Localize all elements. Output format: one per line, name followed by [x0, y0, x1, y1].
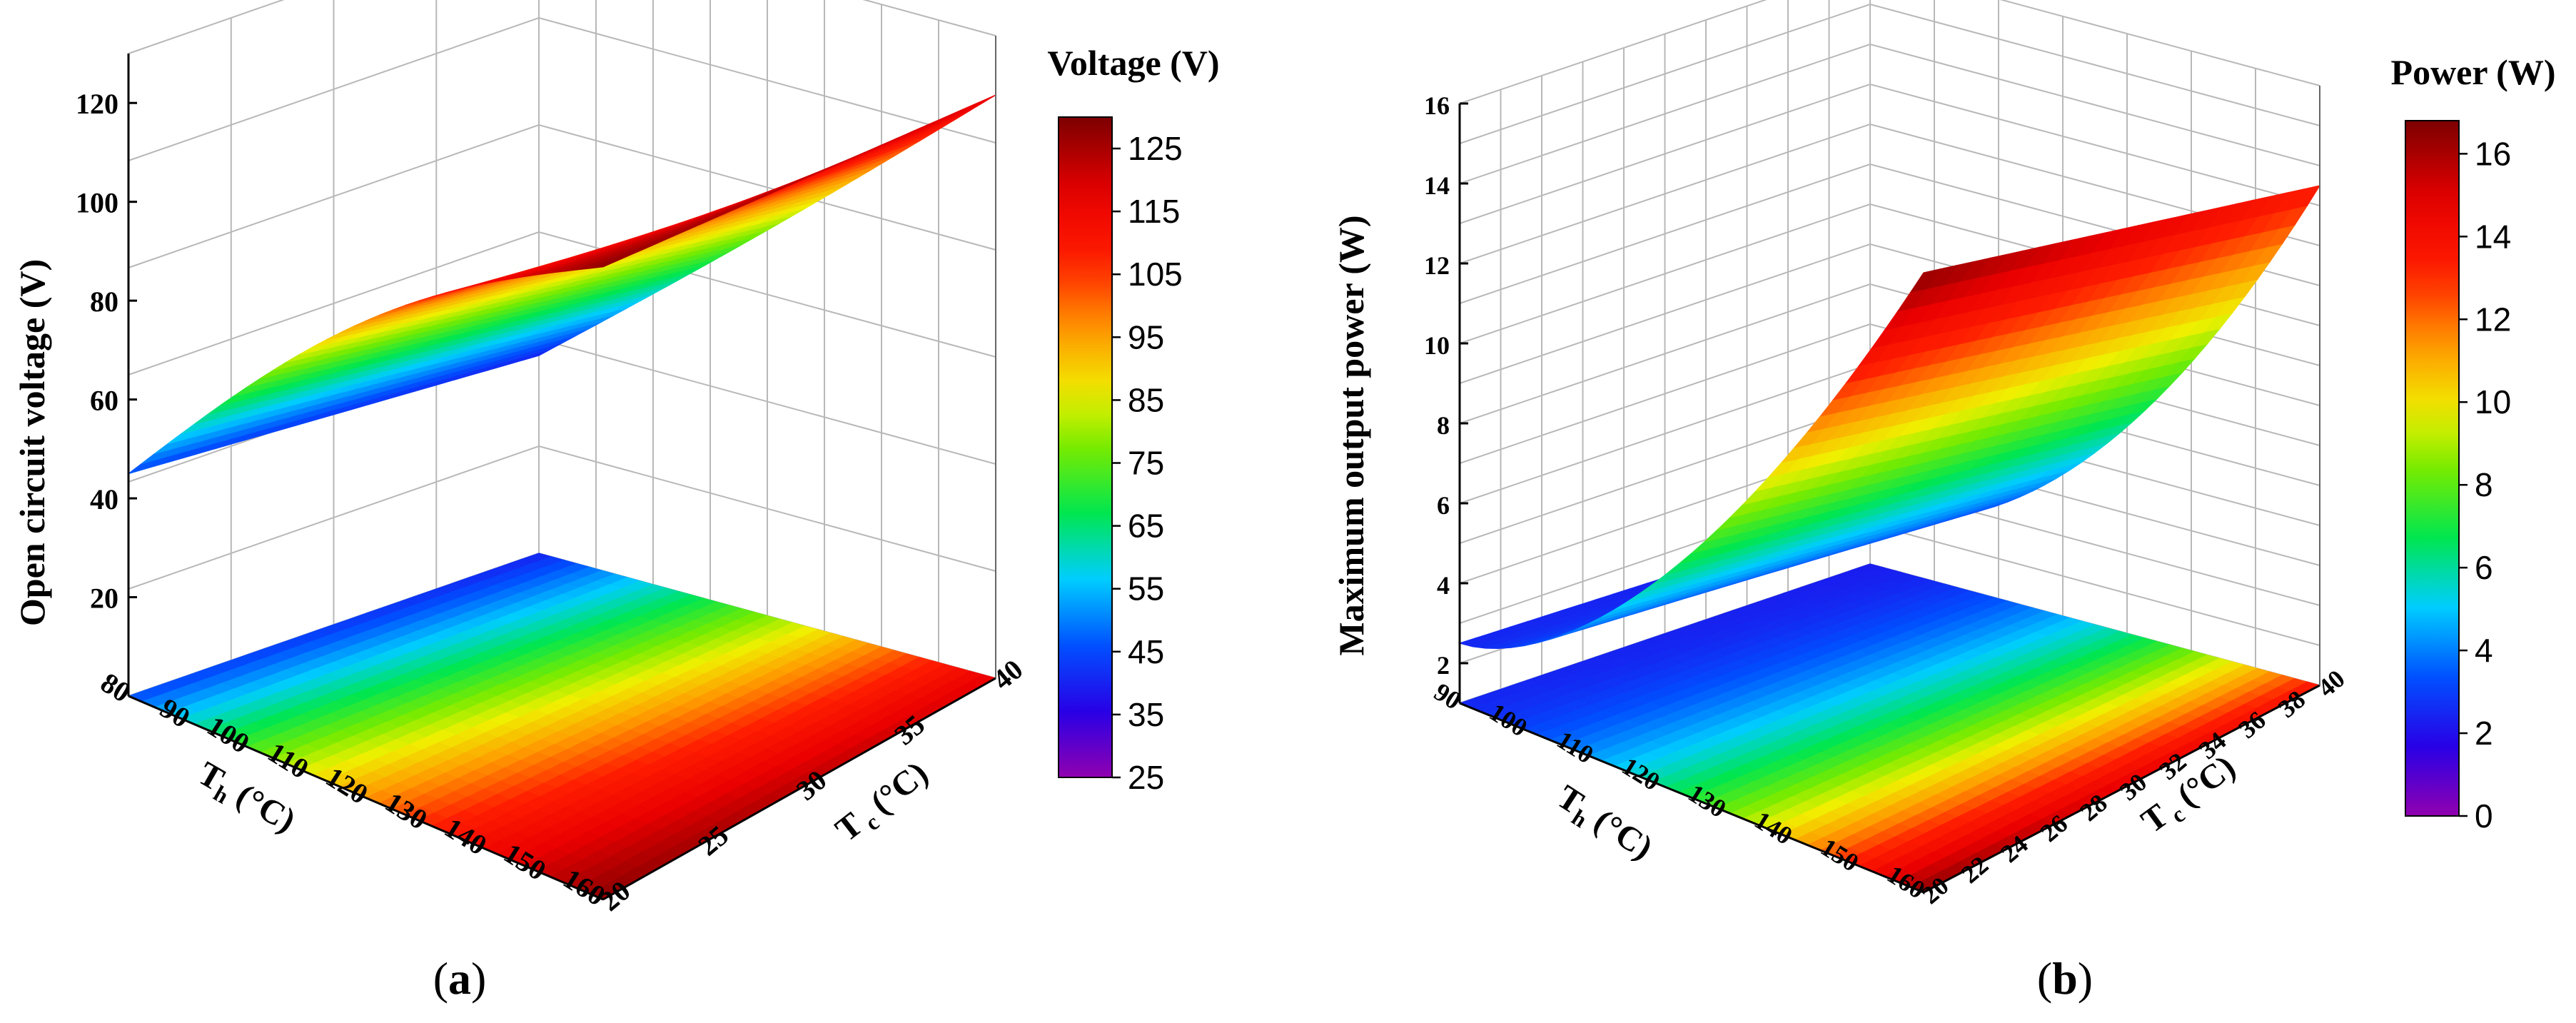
panel-b-power: 2468101214169010011012013014015016020222…: [1331, 0, 2555, 1004]
z-tick-label: 40: [90, 483, 118, 515]
colorbar-tick-label: 8: [2475, 466, 2493, 503]
colorbar-tick-label: 65: [1128, 508, 1164, 545]
panel-a-caption: (a): [433, 953, 487, 1004]
colorbar-tick-label: 75: [1128, 445, 1164, 482]
z-tick-label: 10: [1424, 331, 1450, 360]
colorbar-b: [2405, 120, 2460, 817]
z-tick-label: 6: [1437, 491, 1450, 520]
gridline: [1459, 43, 2320, 184]
y-tick-label: 40: [2312, 664, 2350, 702]
y-axis-line: [1923, 684, 2320, 894]
colorbar-tick-label: 12: [2475, 301, 2511, 338]
panel-b-caption: (b): [2037, 953, 2093, 1004]
colorbar-tick-label: 125: [1128, 130, 1183, 167]
panel-a-y-axis-symbol: T: [829, 805, 870, 849]
z-tick-label: 14: [1424, 171, 1450, 200]
colorbar-a-ticks: 125 115 105 95 85 75 65 55 45 35 25: [1112, 130, 1183, 796]
panel-a-caption-letter: a: [448, 953, 471, 1004]
panel-a-z-axis-label: Open circuit voltage (V): [12, 259, 52, 626]
colorbar-tick-label: 95: [1128, 318, 1164, 356]
z-tick-label: 120: [76, 88, 118, 120]
surface-cell: [1909, 268, 1941, 293]
colorbar-tick-label: 45: [1128, 633, 1164, 670]
panel-a-axes: [127, 36, 996, 901]
z-tick-label: 20: [90, 583, 118, 615]
gridline: [128, 231, 996, 376]
y-tick-label: 40: [986, 653, 1029, 696]
gridline: [128, 445, 996, 590]
surface-cell: [590, 259, 620, 269]
colorbar-tick-label: 14: [2475, 218, 2511, 255]
colorbar-tick-label: 16: [2475, 135, 2511, 172]
x-tick-label: 80: [95, 666, 136, 708]
panel-a-x-axis-unit: (°C): [230, 777, 302, 840]
colorbar-tick-label: 35: [1128, 696, 1164, 733]
colorbar-tick-label: 85: [1128, 381, 1164, 418]
colorbar-tick-label: 55: [1128, 570, 1164, 608]
z-tick-label: 16: [1424, 91, 1450, 120]
colorbar-tick-label: 6: [2475, 549, 2493, 586]
panel-a-y-axis-label: Tc(°C): [829, 754, 938, 852]
panel-b-axes: [1458, 86, 2320, 894]
panel-b-caption-letter: b: [2052, 953, 2078, 1004]
colorbar-b-ticks: 16 14 12 10 8 6 4 2 0: [2459, 135, 2511, 835]
gridline: [1459, 323, 2320, 464]
z-tick-label: 8: [1437, 411, 1450, 440]
colorbar-tick-label: 10: [2475, 383, 2511, 420]
colorbar-b-title: Power (W): [2391, 52, 2556, 92]
colorbar-tick-label: 0: [2475, 797, 2493, 835]
z-tick-label: 12: [1424, 251, 1450, 280]
gridline: [1459, 123, 2320, 264]
z-tick-label: 100: [76, 187, 118, 219]
gridline: [1459, 83, 2320, 224]
panel-b-surface: [1458, 185, 2321, 650]
gridline: [128, 0, 996, 54]
z-tick-label: 80: [90, 286, 118, 318]
gridline: [128, 16, 996, 161]
gridline: [1459, 3, 2320, 144]
gridline: [1459, 0, 2320, 104]
x-axis-line: [1459, 702, 1924, 894]
y-axis-line: [602, 677, 996, 901]
z-tick-label: 2: [1437, 651, 1450, 680]
panel-b-floor-projection: [1458, 563, 2321, 893]
colorbar-a-title: Voltage (V): [1047, 43, 1219, 83]
panel-b-x-axis-unit: (°C): [1587, 802, 1660, 867]
z-tick-label: 60: [90, 385, 118, 417]
x-axis-line: [128, 695, 604, 901]
panel-b-y-axis-symbol: T: [2134, 797, 2175, 841]
colorbar-tick-label: 115: [1128, 193, 1180, 230]
panel-a-y-axis-unit: (°C): [864, 754, 935, 822]
z-tick-label: 4: [1437, 571, 1450, 600]
colorbar-tick-label: 4: [2475, 632, 2493, 669]
colorbar-tick-label: 2: [2475, 715, 2493, 752]
colorbar-a: [1058, 116, 1113, 778]
gridline: [128, 124, 996, 268]
colorbar-tick-label: 105: [1128, 256, 1183, 293]
panel-a-floor-projection: [127, 553, 997, 900]
panel-b-z-axis-label: Maximum output power (W): [1331, 215, 1371, 655]
panel-a-surface: [128, 94, 996, 475]
colorbar-tick-label: 25: [1128, 759, 1164, 796]
